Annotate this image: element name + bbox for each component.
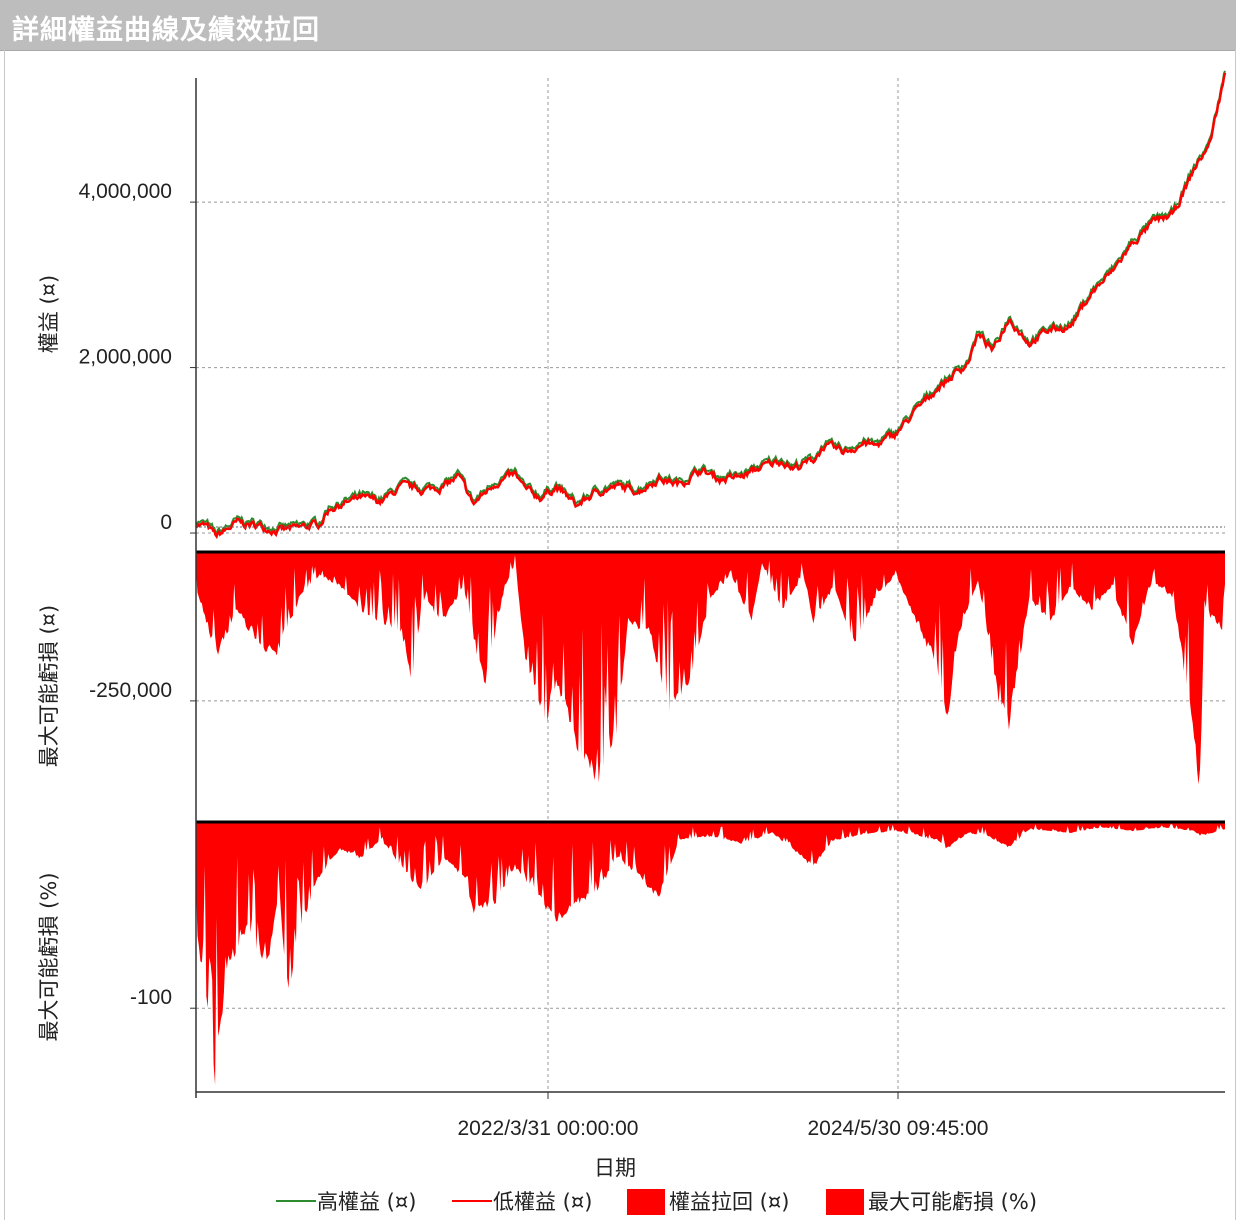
x-tick-label: 2024/5/30 09:45:00 [807, 1117, 988, 1140]
series-area-drawdown-abs [196, 552, 1225, 785]
legend-label: 高權益 (¤) [317, 1190, 416, 1214]
y-tick-label: 4,000,000 [79, 180, 172, 203]
y-tick-label: -100 [130, 986, 172, 1009]
legend-label: 最大可能虧損 (%) [868, 1190, 1037, 1214]
y-axis-title: 權益 (¤) [37, 275, 61, 353]
y-tick-label: 2,000,000 [79, 346, 172, 369]
x-tick-label: 2022/3/31 00:00:00 [457, 1117, 638, 1140]
legend-swatch-box [627, 1189, 665, 1215]
y-tick-label: 0 [160, 511, 172, 534]
series-line-high-equity [195, 70, 1226, 536]
y-tick-label: -250,000 [89, 679, 172, 702]
legend-swatch-box [826, 1189, 864, 1215]
series-line-low-equity [195, 72, 1227, 540]
window-title: 詳細權益曲線及績效拉回 [12, 15, 320, 46]
series-area-drawdown-pct [196, 822, 1225, 1086]
y-axis-title: 最大可能虧損 (%) [37, 872, 61, 1041]
window-title-bar: 詳細權益曲線及績效拉回 [0, 0, 1236, 51]
y-axis-title: 最大可能虧損 (¤) [37, 605, 61, 767]
legend-label: 權益拉回 (¤) [669, 1190, 789, 1214]
x-axis-title: 日期 [594, 1156, 636, 1180]
legend-label: 低權益 (¤) [493, 1190, 592, 1214]
